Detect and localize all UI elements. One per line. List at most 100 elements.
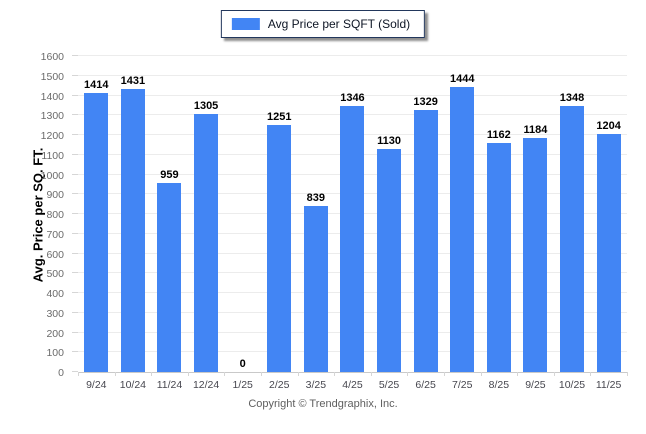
bar-12/24 (194, 114, 219, 372)
y-axis-tick-label: 1300 (40, 110, 64, 123)
x-axis-label: 11/24 (156, 379, 183, 391)
bar-4/25 (340, 106, 365, 372)
x-axis-tick-mark (517, 372, 519, 376)
x-axis-label: 10/24 (119, 379, 147, 391)
x-axis-tick-mark (480, 372, 482, 376)
x-axis-label: 11/25 (595, 379, 622, 391)
bar-slot: 1130 (371, 57, 408, 372)
bar-slot: 1184 (517, 57, 554, 372)
x-axis-tick-mark (224, 372, 226, 376)
bar-slot: 1431 (115, 57, 152, 372)
bar-value-label: 1130 (377, 134, 401, 147)
y-axis-tick-mark (72, 134, 78, 135)
x-axis-tick-mark (187, 372, 189, 376)
bar-slot: 1348 (554, 57, 591, 372)
bar-value-label: 1414 (84, 78, 109, 91)
y-axis-tick-label: 0 (58, 367, 64, 379)
gridline (78, 94, 627, 96)
y-axis-tick-label: 300 (46, 307, 64, 320)
x-axis-tick-mark (444, 372, 445, 376)
bar-slot: 1162 (481, 57, 518, 372)
y-axis-tick-mark (72, 55, 78, 56)
bar-value-label: 1184 (523, 124, 548, 137)
y-axis-tick-label: 1000 (40, 169, 64, 182)
bar-11/24 (157, 182, 182, 372)
plot-area: 1414 1431 959 1305 0 1251 839 1346 1130 1329 1444 1… (72, 55, 628, 391)
x-axis-label: 1/25 (232, 379, 253, 391)
x-axis-label: 6/25 (415, 379, 436, 391)
y-axis-tick-label: 400 (46, 288, 64, 300)
copyright-text: Copyright © Trendgraphix, Inc. (248, 398, 398, 410)
bar-series: 1414 1431 959 1305 0 1251 839 1346 1130 1329 1444 1… (78, 57, 627, 372)
x-axis-label: 7/25 (452, 379, 473, 391)
bar-7/25 (450, 86, 475, 372)
y-axis-tick-mark (72, 252, 78, 254)
y-axis-tick-label: 1600 (40, 51, 64, 63)
y-axis-tick-label: 1400 (40, 90, 64, 103)
gridline (78, 55, 627, 56)
y-axis-tick-label: 500 (46, 268, 64, 281)
bar-slot: 1346 (334, 57, 371, 372)
bar-value-label: 1162 (486, 128, 511, 141)
x-axis-tick-mark (627, 372, 628, 376)
y-axis-tick-label: 800 (46, 209, 64, 221)
x-axis-label: 2/25 (269, 379, 290, 391)
chart-legend: Avg Price per SQFT (Sold) (220, 10, 426, 38)
x-axis-label: 5/25 (378, 379, 400, 391)
bar-value-label: 1305 (193, 100, 219, 113)
bar-slot: 839 (298, 57, 335, 372)
x-axis-tick-mark (151, 372, 153, 376)
y-axis-tick-labels: 0 100 200 300 400 500 600 700 800 900 1000 1100 1200… (0, 51, 70, 379)
x-axis-label: 9/24 (86, 379, 107, 391)
bar-value-label: 1346 (340, 92, 365, 105)
bar-value-label: 1204 (596, 120, 621, 133)
x-axis-tick-mark (334, 372, 336, 376)
bar-10/24 (120, 89, 145, 372)
x-axis-tick-mark (297, 372, 299, 376)
x-axis-label: 9/25 (525, 379, 546, 391)
x-axis-label: 10/25 (558, 379, 586, 391)
bar-11/25 (596, 134, 621, 372)
y-axis-tick-mark (72, 173, 78, 175)
bar-value-label: 1251 (267, 110, 292, 123)
x-axis-tick-mark (407, 372, 409, 376)
y-axis-tick-label: 200 (46, 327, 64, 340)
x-axis-label: 4/25 (342, 379, 363, 391)
x-axis-tick-mark (114, 372, 116, 376)
bar-slot: 1204 (590, 57, 627, 372)
legend-series-label: Avg Price per SQFT (Sold) (267, 17, 411, 31)
x-axis-tick-mark (261, 372, 262, 376)
bar-slot: 0 (224, 57, 261, 372)
y-axis-tick-label: 900 (46, 189, 64, 202)
x-axis-tick-mark (370, 372, 372, 376)
x-axis-label: 3/25 (305, 379, 327, 391)
y-axis-tick-mark (72, 114, 78, 116)
bar-slot: 1251 (261, 57, 298, 372)
bar-10/25 (560, 105, 585, 372)
bar-value-label: 1444 (449, 72, 475, 85)
bar-slot: 1329 (407, 57, 444, 372)
bar-slot: 1444 (444, 57, 481, 372)
y-axis-tick-mark (72, 272, 78, 274)
y-axis-tick-label: 1500 (40, 70, 64, 83)
y-axis-tick-mark (72, 331, 78, 333)
y-axis-tick-mark (72, 371, 78, 372)
y-axis-tick-mark (72, 153, 78, 155)
y-axis-tick-label: 100 (46, 347, 64, 360)
bar-value-label: 1329 (413, 95, 438, 108)
y-axis-tick-mark (72, 74, 78, 76)
bar-9/25 (523, 138, 548, 372)
bar-value-label: 1431 (120, 75, 146, 88)
bar-9/24 (84, 92, 109, 372)
y-axis-tick-label: 1200 (40, 130, 64, 142)
y-axis-tick-label: 600 (46, 248, 64, 261)
x-axis-tick-mark (78, 372, 79, 376)
y-axis-tick-label: 700 (46, 228, 64, 241)
bar-slot: 959 (151, 57, 188, 372)
bar-value-label: 1348 (559, 91, 585, 104)
x-axis-label: 8/25 (488, 379, 510, 391)
bar-slot: 1414 (78, 57, 115, 372)
bar-value-label: 959 (160, 168, 179, 181)
x-axis-tick-mark (590, 372, 592, 376)
